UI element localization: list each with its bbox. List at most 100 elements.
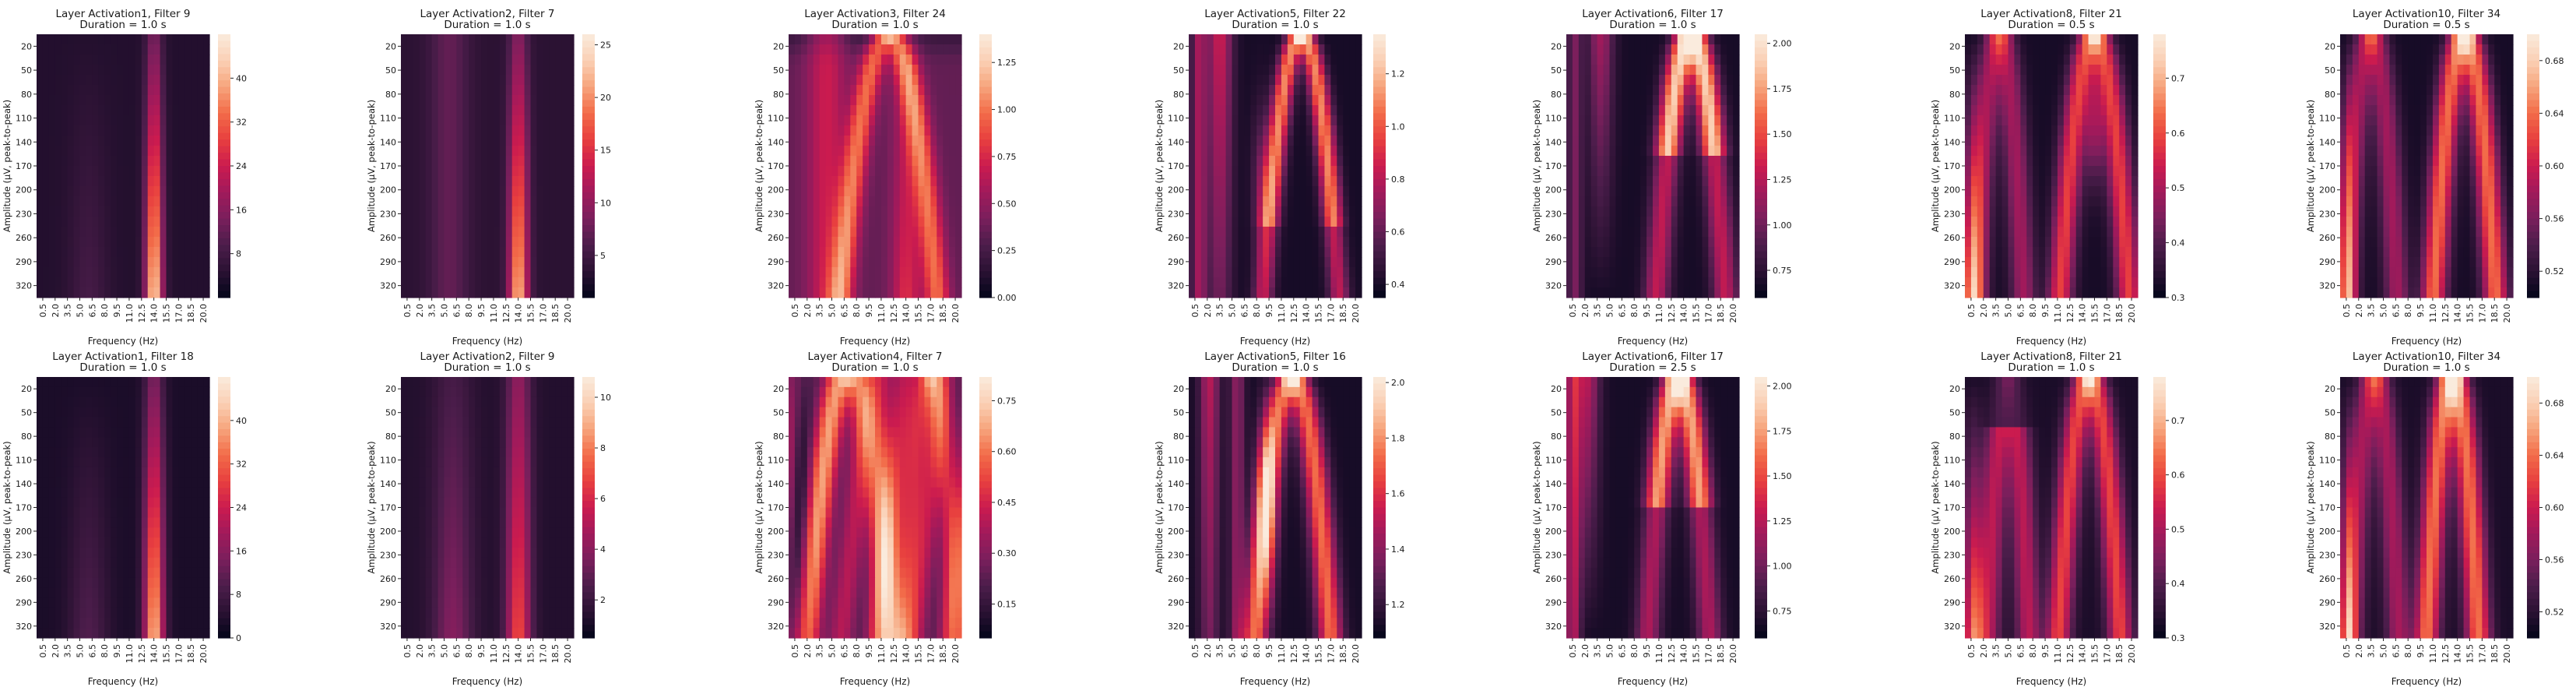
heatmap-cell bbox=[1983, 146, 1991, 157]
heatmap-cell bbox=[1622, 227, 1629, 238]
heatmap-cell bbox=[905, 156, 913, 167]
heatmap-cell bbox=[893, 196, 901, 207]
heatmap-cell bbox=[2107, 206, 2114, 217]
heatmap-cell bbox=[930, 247, 937, 258]
heatmap-cell bbox=[1989, 287, 1997, 298]
heatmap-cell bbox=[893, 257, 901, 268]
heatmap-cell bbox=[42, 85, 50, 96]
heatmap-cell bbox=[1312, 44, 1320, 55]
heatmap-cell bbox=[1977, 176, 1984, 187]
heatmap-cell bbox=[438, 34, 445, 45]
heatmap-cell bbox=[543, 277, 550, 288]
heatmap-cell bbox=[518, 176, 525, 187]
heatmap-cell bbox=[2088, 287, 2096, 298]
colorbar-segment bbox=[1755, 192, 1767, 199]
heatmap-cell bbox=[1609, 186, 1617, 197]
heatmap-cell bbox=[98, 115, 105, 126]
heatmap-cell bbox=[1566, 105, 1573, 116]
heatmap-cell bbox=[2088, 227, 2096, 238]
heatmap-cell bbox=[1965, 95, 1972, 106]
heatmap-cell bbox=[2125, 95, 2132, 106]
heatmap-cell bbox=[1318, 267, 1326, 278]
heatmap-cell bbox=[1225, 196, 1233, 207]
heatmap-cell bbox=[1207, 196, 1214, 207]
heatmap-cell bbox=[1238, 176, 1245, 187]
heatmap-cell bbox=[1714, 247, 1721, 258]
heatmap-cell bbox=[875, 105, 882, 116]
heatmap-cell bbox=[54, 85, 62, 96]
heatmap-cell bbox=[880, 176, 888, 187]
heatmap-cell bbox=[2008, 196, 2015, 207]
heatmap-cell bbox=[850, 105, 857, 116]
heatmap-cell bbox=[918, 217, 926, 227]
heatmap-cell bbox=[524, 166, 532, 177]
heatmap-cell bbox=[481, 186, 488, 197]
heatmap-cell bbox=[2033, 34, 2040, 45]
heatmap-cell bbox=[1664, 75, 1672, 86]
heatmap-cell bbox=[493, 217, 501, 227]
heatmap-cell bbox=[1219, 95, 1227, 106]
heatmap-cell bbox=[511, 196, 519, 207]
heatmap-cell bbox=[2045, 125, 2052, 136]
heatmap-cell bbox=[1965, 176, 1972, 187]
colorbar-segment bbox=[979, 100, 992, 107]
heatmap-cell bbox=[493, 75, 501, 86]
colorbar-tick-label: 1.00 bbox=[1773, 220, 1792, 231]
heatmap-cell bbox=[406, 156, 414, 167]
heatmap-cell bbox=[930, 34, 937, 45]
heatmap-cell bbox=[1603, 206, 1611, 217]
heatmap-cell bbox=[856, 55, 863, 65]
heatmap-cell bbox=[2001, 34, 2009, 45]
heatmap-cell bbox=[1213, 136, 1221, 146]
heatmap-cell bbox=[1566, 125, 1573, 136]
heatmap-cell bbox=[1578, 196, 1586, 207]
heatmap-cell bbox=[67, 125, 75, 136]
heatmap-cell bbox=[92, 75, 99, 86]
heatmap-cell bbox=[111, 206, 118, 217]
colorbar-segment bbox=[1755, 231, 1767, 239]
heatmap-cell bbox=[1219, 115, 1227, 126]
heatmap-cell bbox=[511, 136, 519, 146]
heatmap-cell bbox=[104, 156, 111, 167]
heatmap-cell bbox=[203, 257, 210, 268]
colorbar-tick-label: 2.00 bbox=[1773, 39, 1792, 49]
colorbar-segment bbox=[1373, 225, 1386, 233]
heatmap-cell bbox=[128, 125, 136, 136]
heatmap-cell bbox=[1219, 267, 1227, 278]
heatmap-cell bbox=[869, 146, 876, 157]
heatmap-cell bbox=[530, 166, 538, 177]
heatmap-cell bbox=[2088, 34, 2096, 45]
heatmap-cell bbox=[880, 287, 888, 298]
heatmap-cell bbox=[875, 95, 882, 106]
heatmap-cell bbox=[104, 176, 111, 187]
heatmap-cell bbox=[2075, 206, 2083, 217]
heatmap-cell bbox=[117, 196, 124, 207]
heatmap-cell bbox=[1609, 75, 1617, 86]
heatmap-cell bbox=[419, 237, 427, 248]
heatmap-cell bbox=[172, 95, 179, 106]
heatmap-cell bbox=[54, 65, 62, 76]
heatmap-cell bbox=[419, 217, 427, 227]
heatmap-cell bbox=[469, 55, 476, 65]
heatmap-cell bbox=[73, 267, 81, 278]
heatmap-cell bbox=[1615, 287, 1622, 298]
heatmap-cell bbox=[549, 237, 556, 248]
heatmap-cell bbox=[153, 247, 161, 258]
x-tick-label: 9.5 bbox=[112, 304, 122, 318]
heatmap-cell bbox=[2075, 247, 2083, 258]
heatmap-cell bbox=[475, 267, 482, 278]
heatmap-cell bbox=[1306, 136, 1313, 146]
heatmap-cell bbox=[153, 55, 161, 65]
heatmap-cell bbox=[1590, 237, 1598, 248]
heatmap-cell bbox=[899, 125, 907, 136]
heatmap-cell bbox=[2020, 287, 2027, 298]
heatmap-cell bbox=[1720, 287, 1727, 298]
heatmap-cell bbox=[1269, 115, 1276, 126]
heatmap-cell bbox=[98, 156, 105, 167]
heatmap-cell bbox=[2045, 196, 2052, 207]
heatmap-cell bbox=[2001, 156, 2009, 167]
heatmap-cell bbox=[123, 257, 130, 268]
heatmap-cell bbox=[135, 105, 142, 116]
heatmap-cell bbox=[86, 55, 93, 65]
heatmap-cell bbox=[1727, 257, 1734, 268]
